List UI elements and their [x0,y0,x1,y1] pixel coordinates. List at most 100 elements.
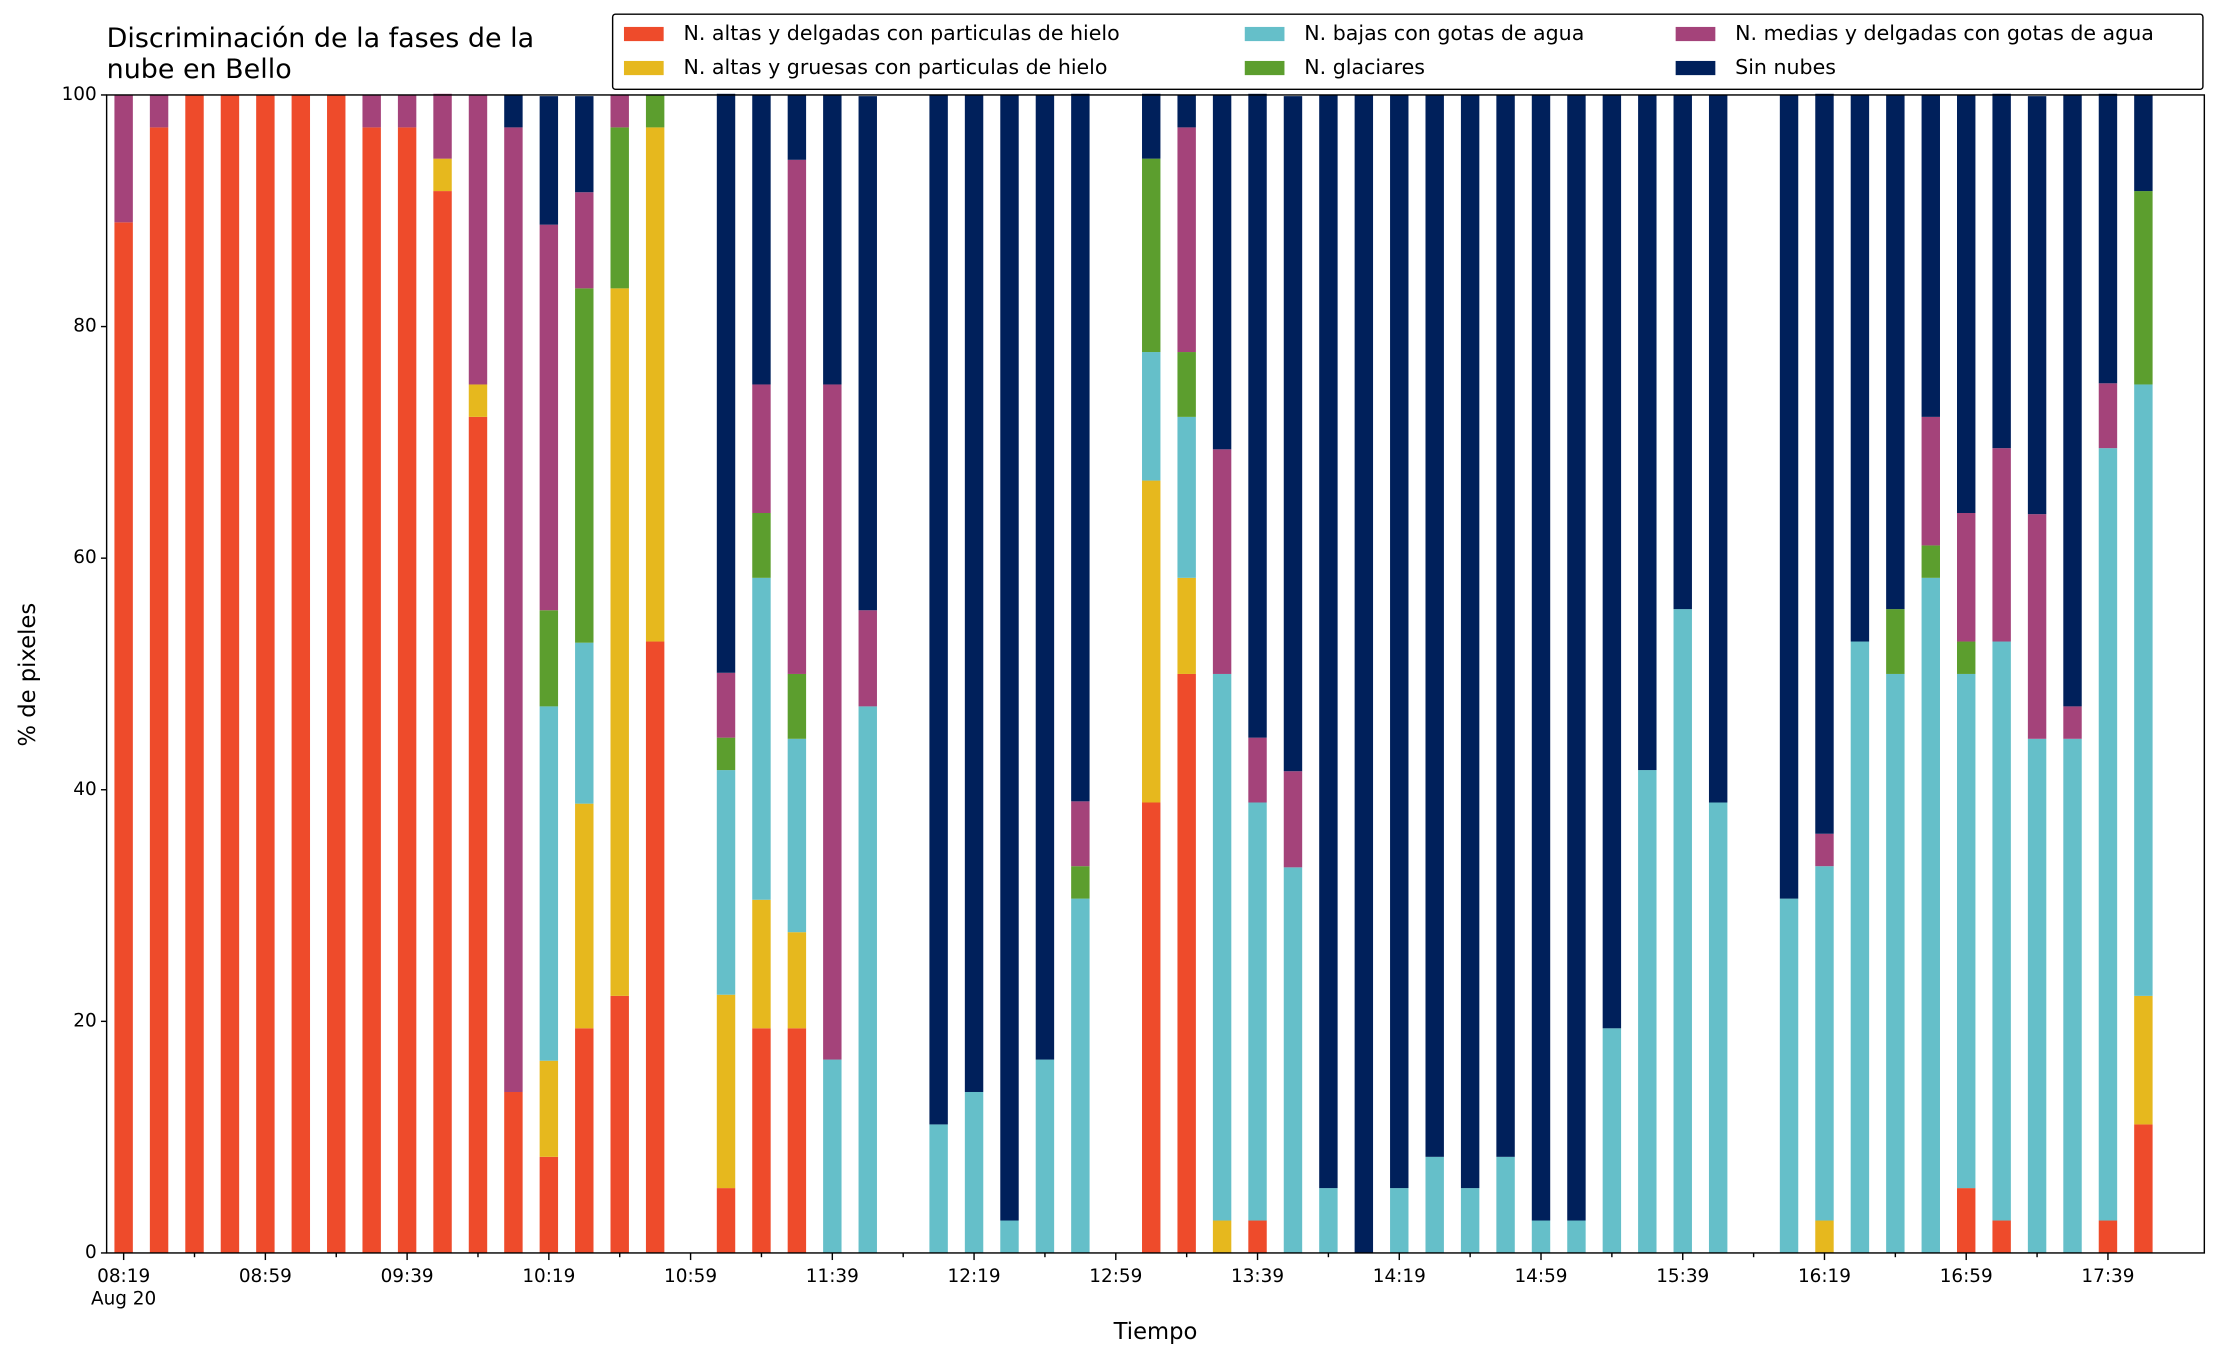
bar-segment [1673,609,1692,1253]
bar-segment [1815,833,1834,867]
x-tick-label: 16:59 [1940,1266,1993,1287]
bar-segment [1142,352,1161,481]
bar-segment [1142,480,1161,803]
bar-segment [1142,93,1161,159]
bar-segment [2027,514,2047,739]
bar-segment [752,94,771,385]
bar-segment [2098,1220,2118,1253]
legend: N. altas y delgadas con particulas de hi… [611,13,2204,91]
bar-segment [1248,1220,1267,1253]
y-tick-label: 0 [85,1242,97,1263]
bar-segment [2063,706,2082,739]
bar-segment [504,1091,523,1253]
bar-segment [1071,801,1090,867]
bar-segment [1283,96,1303,772]
bar-segment [1638,770,1657,1253]
bar-segment [1035,1059,1055,1253]
bar-segment [1000,1220,1019,1253]
bar-segment [1815,866,1834,1221]
bar-segment [539,96,559,225]
bar-segment [610,127,629,289]
bar-segment [2098,448,2118,1221]
x-tick-label: 14:59 [1514,1266,1567,1287]
x-tick-label: 08:19 [97,1266,150,1287]
bar-segment [1815,93,1834,834]
bar-segment [2134,191,2153,385]
bar-segment [1177,352,1196,417]
bar-segment [1319,94,1338,1189]
bar-segment [645,94,665,128]
bar-segment [1886,609,1905,674]
bar-segment [787,932,807,1029]
bar-segment [787,738,807,933]
bar-segment [114,222,133,1253]
bar-segment [2134,94,2153,192]
bar-segment [1602,1028,1622,1253]
bar-segment [610,94,629,128]
bar-segment [256,94,275,1253]
bar-segment [149,127,169,1253]
bar-segment [610,288,629,996]
x-tick-label: 10:59 [664,1266,717,1287]
bar-segment [752,899,771,1029]
bar-segment [716,994,736,1189]
bar-segment [1957,1188,1976,1253]
bar-segment [114,94,133,223]
bar-segment [1708,94,1728,803]
bar-segment [1177,416,1196,578]
bar-segment [1850,94,1870,642]
x-date-label: Aug 20 [91,1289,156,1310]
bar-segment [575,1028,594,1253]
plot-frame [105,94,2206,1254]
bar-segment [716,1188,736,1253]
bar-segment [645,641,665,1253]
bar-segment [291,94,311,1253]
bar-segment [1177,94,1196,128]
bar-segment [752,1028,771,1253]
legend-label: N. altas y gruesas con particulas de hie… [683,55,1107,79]
bar-segment [1567,1220,1586,1253]
bar-segment [468,94,488,385]
bar-segment [1567,94,1586,1221]
bar-segment [752,577,771,900]
legend-label: N. bajas con gotas de agua [1304,21,1584,45]
legend-swatch [623,26,664,42]
bar-segment [1212,449,1232,674]
bar-segment [787,159,807,674]
bar-segment [752,512,771,578]
x-tick-label: 12:59 [1089,1266,1142,1287]
bar-segment [433,191,452,1253]
bar-segment [468,384,488,417]
bar-segment [2134,384,2153,996]
bar-segment [645,127,665,642]
bar-segment [504,94,523,128]
bar-segment [1531,1220,1551,1253]
bar-segment [2063,738,2082,1253]
bar-segment [504,127,523,1092]
bar-segment [823,1059,842,1253]
x-tick-label: 08:59 [239,1266,292,1287]
bar-segment [539,610,559,707]
bar-segment [1142,158,1161,353]
bar-segment [1283,771,1303,868]
bar-segment [220,94,240,1253]
y-axis-label: % de pixeles [15,603,41,747]
bar-segment [1354,94,1374,1253]
bar-segment [1779,898,1799,1253]
bar-segment [1212,94,1232,450]
x-tick-label: 15:39 [1656,1266,1709,1287]
bar-segment [539,1060,559,1157]
bar-segment [716,770,736,995]
bar-segment [1142,802,1161,1253]
bar-segment [1992,1220,2011,1253]
legend-label: N. glaciares [1304,55,1425,79]
bar-segment [1496,94,1515,1157]
bar-segment [1071,866,1090,899]
bar-segment [823,384,842,1060]
bar-segment [433,93,452,159]
bar-segment [1602,94,1622,1029]
bar-segment [823,94,842,385]
bar-segment [610,995,629,1253]
bar-segment [362,127,381,1253]
